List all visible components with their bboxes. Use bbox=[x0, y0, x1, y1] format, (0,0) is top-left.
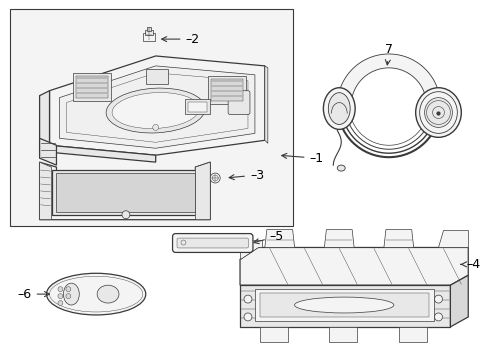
Bar bbox=[56, 173, 195, 212]
Polygon shape bbox=[398, 327, 426, 342]
Polygon shape bbox=[449, 275, 468, 327]
Text: –3: –3 bbox=[229, 168, 264, 181]
Bar bbox=[10, 9, 292, 226]
Polygon shape bbox=[324, 230, 353, 247]
Polygon shape bbox=[264, 66, 267, 143]
Circle shape bbox=[58, 287, 63, 292]
Circle shape bbox=[434, 313, 442, 321]
Circle shape bbox=[122, 211, 130, 219]
Bar bbox=[144, 30, 152, 35]
Bar bbox=[211, 79, 243, 100]
Circle shape bbox=[66, 294, 71, 298]
Text: –2: –2 bbox=[162, 33, 199, 46]
Bar bbox=[146, 27, 150, 31]
Ellipse shape bbox=[337, 165, 345, 171]
Ellipse shape bbox=[49, 276, 142, 312]
Bar bbox=[188, 102, 207, 112]
Bar bbox=[208, 76, 245, 104]
Circle shape bbox=[58, 301, 63, 306]
Circle shape bbox=[434, 295, 442, 303]
Circle shape bbox=[58, 294, 63, 298]
Polygon shape bbox=[40, 162, 51, 220]
Text: –6: –6 bbox=[18, 288, 49, 301]
Bar bbox=[142, 33, 154, 41]
Circle shape bbox=[197, 108, 203, 113]
Circle shape bbox=[210, 173, 220, 183]
Ellipse shape bbox=[63, 283, 79, 305]
Circle shape bbox=[152, 125, 158, 130]
Ellipse shape bbox=[97, 285, 119, 303]
Bar bbox=[185, 99, 210, 113]
Polygon shape bbox=[240, 285, 449, 327]
Bar bbox=[73, 73, 111, 100]
Bar bbox=[51, 170, 200, 215]
Circle shape bbox=[244, 295, 251, 303]
Polygon shape bbox=[195, 162, 210, 220]
Polygon shape bbox=[240, 239, 262, 260]
Circle shape bbox=[66, 287, 71, 292]
FancyBboxPatch shape bbox=[172, 234, 252, 252]
Text: –4: –4 bbox=[460, 258, 479, 271]
Polygon shape bbox=[383, 230, 413, 247]
Polygon shape bbox=[49, 145, 155, 162]
Ellipse shape bbox=[323, 88, 354, 129]
Polygon shape bbox=[328, 327, 356, 342]
Polygon shape bbox=[337, 54, 440, 105]
Ellipse shape bbox=[327, 93, 349, 125]
Polygon shape bbox=[259, 327, 287, 342]
Bar bbox=[254, 289, 433, 321]
Bar bbox=[259, 293, 427, 317]
Ellipse shape bbox=[294, 297, 393, 313]
Text: 7: 7 bbox=[384, 43, 392, 65]
Text: –1: –1 bbox=[281, 152, 323, 165]
Ellipse shape bbox=[106, 88, 205, 133]
Bar bbox=[76, 76, 108, 98]
Bar bbox=[145, 69, 167, 84]
Ellipse shape bbox=[424, 98, 451, 127]
Polygon shape bbox=[438, 230, 468, 247]
FancyBboxPatch shape bbox=[228, 91, 249, 114]
FancyBboxPatch shape bbox=[177, 238, 248, 248]
Polygon shape bbox=[40, 162, 210, 220]
Ellipse shape bbox=[112, 93, 199, 129]
Polygon shape bbox=[40, 138, 56, 165]
Ellipse shape bbox=[46, 273, 145, 315]
Ellipse shape bbox=[419, 92, 456, 133]
Polygon shape bbox=[49, 56, 264, 155]
Circle shape bbox=[181, 240, 185, 245]
Polygon shape bbox=[60, 66, 254, 148]
Ellipse shape bbox=[415, 88, 460, 137]
Polygon shape bbox=[40, 91, 49, 150]
Circle shape bbox=[212, 175, 218, 181]
Polygon shape bbox=[240, 247, 468, 285]
Text: –5: –5 bbox=[253, 230, 284, 244]
Polygon shape bbox=[264, 230, 294, 247]
Circle shape bbox=[244, 313, 251, 321]
